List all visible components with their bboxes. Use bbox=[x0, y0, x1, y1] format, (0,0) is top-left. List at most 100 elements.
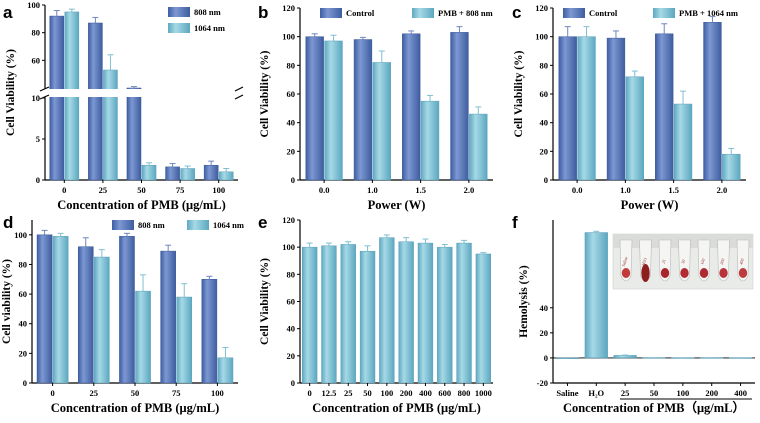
panel-e: e 0 12.5 25 50 100 200 400 600 800 1000 0 20 40 60 80 10… bbox=[258, 213, 493, 415]
panel-letter: f bbox=[512, 213, 518, 232]
x-tick-label: 200 bbox=[705, 388, 718, 398]
y-tick-label: 60 bbox=[32, 55, 41, 65]
bar bbox=[218, 171, 234, 181]
y-axis-label: Cell Viability (%) bbox=[259, 50, 271, 137]
x-tick-label: 100 bbox=[211, 388, 224, 398]
bar bbox=[119, 236, 135, 384]
y-tick-label: 100 bbox=[14, 230, 27, 240]
bar bbox=[379, 237, 395, 384]
legend-swatch bbox=[168, 7, 190, 17]
y-tick-label: 100 bbox=[282, 242, 295, 252]
x-tick-label: Saline bbox=[556, 388, 578, 398]
y-tick-label: 20 bbox=[287, 351, 296, 361]
x-tick-label: 25 bbox=[99, 185, 108, 195]
legend-label: 808 nm bbox=[194, 7, 221, 17]
y-axis-label: Hemolysis (%) bbox=[518, 265, 530, 338]
x-tick-label: 0 bbox=[308, 388, 312, 398]
bar bbox=[722, 153, 741, 181]
panel-letter: a bbox=[3, 3, 13, 22]
tube-label: 50 bbox=[680, 259, 686, 264]
y-tick-label: 20 bbox=[540, 328, 549, 338]
legend-label: Control bbox=[589, 8, 618, 18]
y-tick-label: 0 bbox=[291, 378, 295, 388]
bar bbox=[606, 37, 626, 181]
y-tick-label: 10 bbox=[32, 93, 41, 103]
break-mark bbox=[39, 86, 50, 92]
bar bbox=[126, 87, 142, 181]
tube-sample bbox=[719, 268, 728, 278]
x-tick-label: 1000 bbox=[475, 388, 492, 398]
x-axis-label: Power (W) bbox=[621, 198, 679, 212]
bar bbox=[642, 357, 666, 359]
x-tick-label: 0.0 bbox=[319, 185, 330, 195]
y-tick-label: 80 bbox=[287, 269, 296, 279]
panel-letter: e bbox=[258, 213, 267, 232]
y-axis-label: Cell Viability (%) bbox=[5, 49, 17, 136]
break-mark bbox=[234, 86, 244, 92]
y-tick-label: 80 bbox=[32, 28, 41, 38]
bar bbox=[420, 100, 440, 181]
bar bbox=[673, 103, 693, 181]
tube-sample bbox=[621, 268, 631, 278]
bar bbox=[103, 69, 118, 181]
y-tick-label: 0 bbox=[23, 378, 27, 388]
x-axis-label: Power (W) bbox=[368, 198, 426, 212]
bar bbox=[217, 357, 234, 384]
x-tick-label: 2.0 bbox=[717, 185, 728, 195]
y-tick-label: 80 bbox=[287, 60, 296, 70]
y-tick-label: 40 bbox=[540, 118, 549, 128]
bar bbox=[165, 166, 180, 181]
bar bbox=[353, 39, 373, 181]
y-tick-label: 40 bbox=[287, 118, 296, 128]
bar bbox=[180, 168, 195, 181]
x-tick-label: 25 bbox=[621, 388, 630, 398]
bar bbox=[450, 32, 469, 181]
y-tick-label: 120 bbox=[535, 3, 548, 13]
x-tick-label: 1.5 bbox=[415, 185, 426, 195]
bar bbox=[141, 164, 157, 181]
x-tick-label: 12.5 bbox=[322, 388, 337, 398]
panel-a: a 0 25 50 75 100 60 80 100 0 5 10 808 nm 1064 nm Conce… bbox=[3, 0, 246, 212]
legend-label: Control bbox=[346, 8, 375, 18]
bar bbox=[203, 164, 219, 181]
x-tick-label: 800 bbox=[458, 388, 471, 398]
legend-label: 808 nm bbox=[138, 220, 165, 230]
tube-sample bbox=[660, 268, 670, 278]
y-tick-label: 0 bbox=[291, 175, 295, 185]
y-tick-label: 60 bbox=[19, 289, 28, 299]
bar bbox=[176, 296, 193, 384]
y-tick-label: 60 bbox=[287, 297, 296, 307]
y-tick-label: 100 bbox=[27, 0, 40, 10]
y-axis-label: Cell Viability (%) bbox=[513, 50, 525, 137]
bar bbox=[77, 246, 94, 384]
panel-f: f Saline H₂O 25 50 100 200 400 -20 0 20 40 Saline H2O… bbox=[512, 213, 755, 415]
x-tick-label: 50 bbox=[131, 388, 140, 398]
tube-label: 100 bbox=[699, 258, 706, 265]
bar bbox=[135, 290, 151, 384]
panel-b: b 0.0 1.0 1.5 2.0 0 20 40 60 80 100 120 Control PMB +… bbox=[258, 3, 493, 212]
legend-swatch bbox=[187, 220, 209, 230]
y-tick-label: 0 bbox=[36, 175, 40, 185]
y-tick-label: 20 bbox=[540, 146, 549, 156]
tube-sample bbox=[641, 264, 650, 282]
y-tick-label: 40 bbox=[540, 303, 549, 313]
break-mark bbox=[39, 94, 50, 100]
bar bbox=[475, 253, 492, 384]
y-tick-label: 20 bbox=[19, 348, 28, 358]
bar bbox=[49, 15, 65, 181]
legend-swatch bbox=[320, 8, 342, 18]
y-axis-label: Cell Viability (%) bbox=[259, 258, 271, 345]
bar bbox=[437, 246, 453, 384]
y-tick-label: 100 bbox=[282, 32, 295, 42]
bar bbox=[613, 355, 637, 359]
bar bbox=[372, 62, 391, 181]
x-axis-label: Concentration of PMB (μg/mL) bbox=[312, 401, 481, 415]
bar bbox=[469, 113, 488, 181]
bar bbox=[671, 357, 695, 359]
bar bbox=[201, 279, 218, 384]
axis-break bbox=[39, 89, 246, 97]
x-tick-label: 100 bbox=[676, 388, 689, 398]
bar bbox=[36, 234, 53, 384]
legend-swatch bbox=[412, 8, 434, 18]
